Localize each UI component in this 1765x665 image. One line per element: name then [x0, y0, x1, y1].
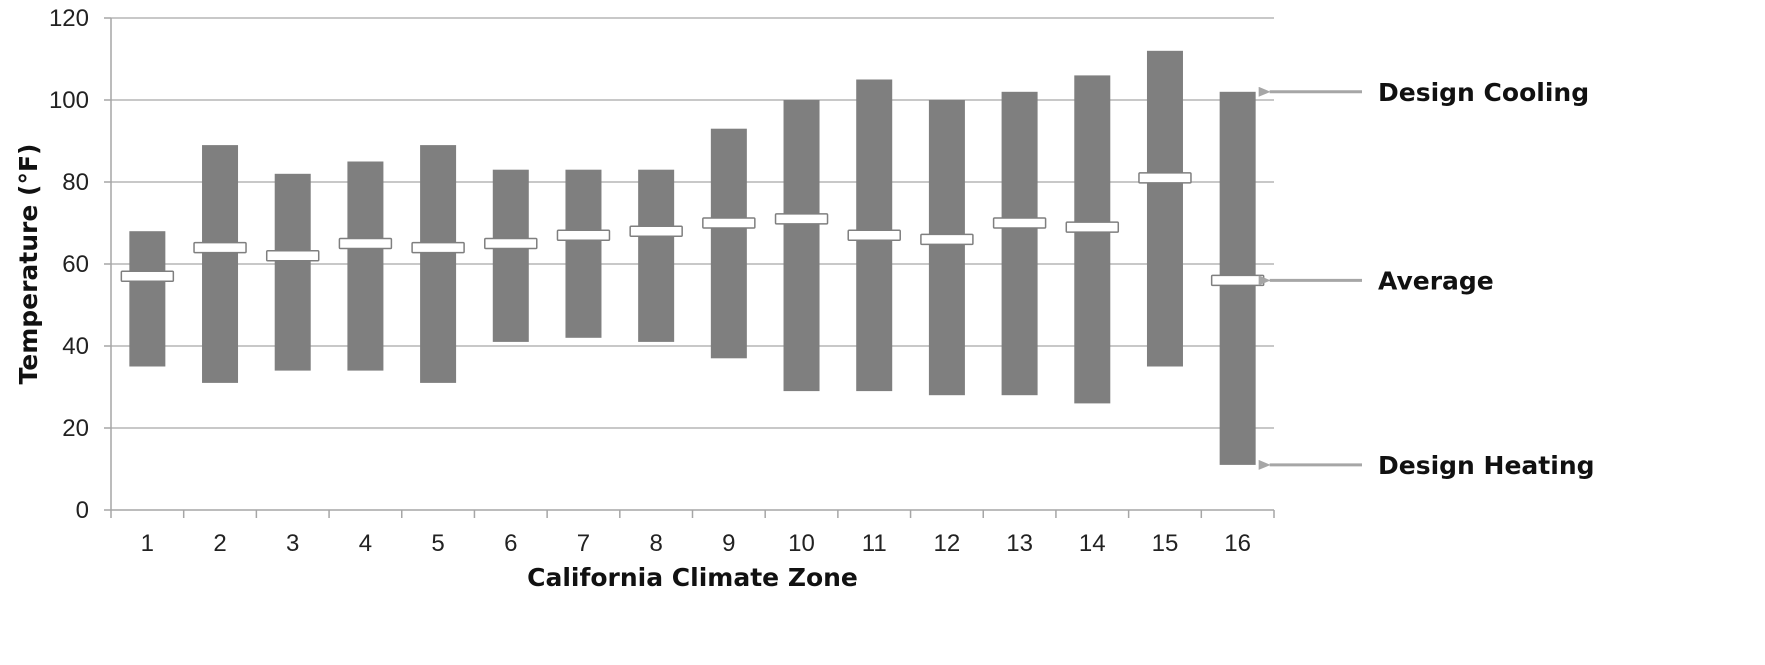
annotations: Design Cooling Average Design Heating: [1258, 78, 1595, 480]
y-axis-title: Temperature (°F): [14, 144, 43, 385]
x-tick-label: 15: [1152, 530, 1179, 557]
average-marker: [556, 229, 611, 242]
x-tick-label: 11: [862, 530, 887, 557]
range-bar: [274, 173, 311, 371]
x-axis-ticks: 1 2 3 4 5 6 7 8 9 10 11 12 13 14 15 16: [141, 530, 1251, 557]
x-tick-label: 13: [1006, 530, 1033, 557]
range-bar: [129, 231, 166, 367]
x-tick-label: 5: [431, 530, 444, 557]
range-bars: [129, 50, 1256, 465]
axes: [104, 17, 1275, 518]
range-bar: [492, 169, 529, 342]
x-tick-label: 16: [1224, 530, 1251, 557]
x-tick-label: 7: [577, 530, 590, 557]
y-tick-label: 120: [49, 5, 89, 32]
x-tick-label: 8: [649, 530, 662, 557]
y-tick-label: 100: [49, 87, 89, 114]
annotation-label: Average: [1378, 266, 1494, 295]
average-marker: [920, 233, 974, 246]
x-tick-label: 10: [788, 530, 815, 557]
range-bar: [1074, 75, 1111, 404]
average-marker: [1138, 172, 1192, 184]
range-bar: [1001, 91, 1038, 396]
y-tick-label: 40: [62, 333, 89, 360]
average-marker: [629, 225, 683, 237]
range-bar: [420, 145, 457, 383]
average-marker: [265, 250, 320, 262]
annotation-label: Design Cooling: [1378, 78, 1589, 107]
x-tick-label: 2: [213, 530, 226, 557]
x-tick-label: 1: [141, 530, 154, 557]
average-marker: [702, 217, 756, 229]
annotation-label: Design Heating: [1378, 451, 1595, 480]
y-tick-label: 80: [62, 169, 89, 196]
range-bar: [565, 169, 602, 338]
x-tick-label: 4: [359, 530, 372, 557]
x-tick-label: 12: [934, 530, 961, 557]
average-marker: [120, 270, 175, 283]
average-marker: [411, 241, 465, 254]
x-tick-label: 3: [286, 530, 299, 557]
average-marker: [338, 237, 393, 250]
average-marker: [847, 229, 901, 242]
y-tick-label: 0: [76, 497, 89, 524]
x-axis-title: California Climate Zone: [527, 563, 858, 592]
y-tick-label: 20: [62, 415, 89, 442]
average-marker: [193, 241, 247, 254]
x-tick-label: 14: [1079, 530, 1106, 557]
range-bar: [347, 161, 384, 371]
y-axis-ticks: 0 20 40 60 80 100 120: [49, 5, 89, 524]
range-bar: [1146, 50, 1183, 367]
average-marker: [992, 217, 1047, 229]
average-marker: [1065, 221, 1120, 233]
range-bar: [783, 100, 820, 392]
average-markers: [120, 172, 1265, 287]
average-marker: [1210, 274, 1265, 287]
x-tick-label: 9: [722, 530, 735, 557]
y-tick-label: 60: [62, 251, 89, 278]
average-marker: [484, 237, 538, 250]
range-bar: [928, 100, 965, 396]
range-bar: [710, 128, 747, 359]
range-bar: [202, 145, 239, 383]
x-tick-label: 6: [504, 530, 517, 557]
range-bar: [638, 169, 675, 342]
average-marker: [774, 213, 829, 225]
